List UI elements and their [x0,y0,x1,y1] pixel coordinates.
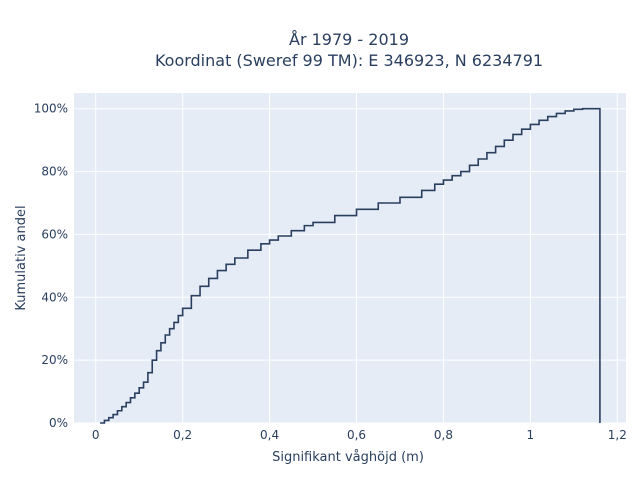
x-tick-label: 0,8 [434,428,453,442]
y-axis-title: Kumulativ andel [14,205,29,310]
series-layer [100,107,601,424]
plot-area [74,93,626,423]
chart-title-line-2: Koordinat (Sweref 99 TM): E 346923, N 62… [155,51,543,70]
x-tick-label: 1 [527,428,535,442]
x-tick-label: 0,6 [347,428,366,442]
cumulative-step-line [100,107,601,424]
y-tick-label: 100% [34,102,68,116]
y-tick-label: 80% [41,165,68,179]
x-tick-label: 0,2 [173,428,192,442]
chart-title-line-1: År 1979 - 2019 [289,30,409,49]
x-axis-title: Signifikant våghöjd (m) [272,450,424,465]
x-tick-label: 0 [92,428,100,442]
grid-lines [74,93,626,424]
x-tick-label: 1,2 [608,428,627,442]
y-tick-label: 60% [41,227,68,241]
tick-labels: 0 0,2 0,4 0,6 0,8 1 1,2 0% 20% 40% 60% 80% 100% [34,102,627,442]
x-tick-label: 0,4 [260,428,279,442]
y-tick-label: 40% [41,290,68,304]
y-tick-label: 20% [41,353,68,367]
y-tick-label: 0% [49,416,68,430]
